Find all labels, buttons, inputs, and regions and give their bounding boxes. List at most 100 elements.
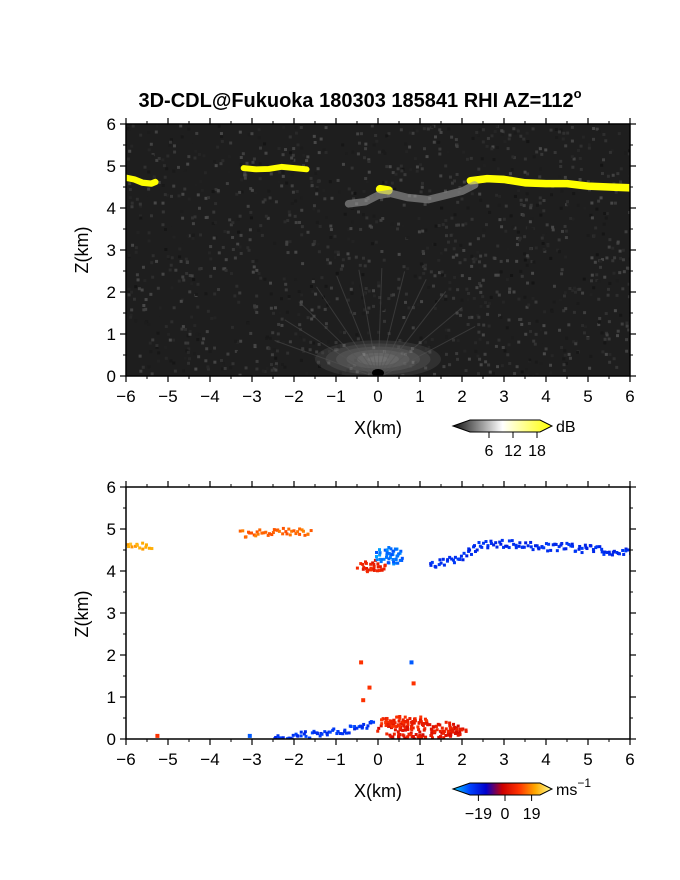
noise-cell	[484, 360, 488, 364]
noise-cell	[199, 233, 203, 237]
noise-cell	[471, 136, 475, 140]
noise-cell	[188, 290, 192, 294]
noise-cell	[364, 147, 368, 151]
velocity-cell	[364, 560, 368, 564]
noise-cell	[317, 151, 321, 155]
noise-cell	[567, 352, 571, 356]
noise-cell	[453, 213, 457, 217]
noise-cell	[181, 133, 185, 137]
velocity-cell	[382, 557, 386, 561]
noise-cell	[411, 360, 415, 364]
noise-cell	[257, 228, 261, 232]
noise-cell	[500, 225, 504, 229]
backscatter-ray	[380, 326, 476, 376]
noise-cell	[604, 139, 608, 143]
x-tick-label: 2	[457, 387, 466, 406]
velocity-feature-patch	[355, 558, 387, 574]
noise-cell	[347, 227, 351, 231]
noise-cell	[604, 312, 608, 316]
backscatter-ray	[336, 275, 378, 376]
noise-cell	[593, 260, 597, 264]
noise-cell	[382, 166, 386, 170]
noise-cell	[302, 164, 306, 168]
noise-cell	[237, 300, 241, 304]
noise-cell	[494, 344, 498, 348]
noise-cell	[131, 243, 135, 247]
velocity-cell	[612, 549, 616, 553]
noise-cell	[566, 131, 570, 135]
noise-cell	[128, 128, 132, 132]
noise-cell	[249, 216, 253, 220]
noise-cell	[300, 146, 304, 150]
noise-cell	[463, 349, 467, 353]
noise-cell	[334, 250, 338, 254]
noise-cell	[318, 224, 322, 228]
noise-cell	[439, 130, 443, 134]
velocity-cell	[372, 564, 376, 568]
noise-cell	[462, 180, 466, 184]
noise-cell	[487, 363, 491, 367]
noise-cell	[608, 238, 612, 242]
y-tick-label: 4	[107, 199, 116, 218]
x-tick-label: −1	[326, 750, 345, 769]
noise-cell	[274, 200, 278, 204]
noise-cell	[156, 313, 160, 317]
velocity-cell	[480, 545, 484, 549]
noise-cell	[313, 239, 317, 243]
velocity-cell	[529, 545, 533, 549]
velocity-cell	[362, 722, 366, 726]
noise-cell	[476, 313, 480, 317]
noise-cell	[236, 351, 240, 355]
noise-cell	[421, 265, 425, 269]
velocity-cell	[533, 544, 537, 548]
noise-cell	[147, 187, 151, 191]
velocity-cell	[557, 545, 561, 549]
noise-cell	[625, 324, 629, 328]
noise-cell	[352, 364, 356, 368]
noise-cell	[336, 250, 340, 254]
noise-cell	[543, 310, 547, 314]
noise-cell	[188, 357, 192, 361]
noise-cell	[205, 347, 209, 351]
noise-cell	[508, 133, 512, 137]
noise-cell	[147, 231, 151, 235]
noise-cell	[317, 209, 321, 213]
noise-cell	[446, 240, 450, 244]
velocity-cell	[589, 544, 593, 548]
noise-cell	[349, 287, 353, 291]
noise-cell	[433, 135, 437, 139]
noise-cell	[385, 134, 389, 138]
noise-cell	[423, 267, 427, 271]
noise-cell	[413, 274, 417, 278]
velocity-cell	[241, 529, 245, 533]
noise-cell	[251, 160, 255, 164]
noise-cell	[191, 236, 195, 240]
noise-cell	[329, 224, 333, 228]
velocity-cell	[449, 726, 453, 730]
noise-cell	[271, 283, 275, 287]
noise-cell	[382, 372, 386, 376]
noise-cell	[564, 361, 568, 365]
noise-cell	[517, 238, 521, 242]
noise-cell	[217, 251, 221, 255]
noise-cell	[217, 288, 221, 292]
noise-cell	[448, 363, 452, 367]
noise-cell	[471, 257, 475, 261]
noise-cell	[365, 180, 369, 184]
noise-cell	[346, 298, 350, 302]
noise-cell	[365, 216, 369, 220]
velocity-cell	[318, 734, 322, 738]
velocity-cell	[421, 721, 425, 725]
velocity-cell	[367, 685, 372, 690]
velocity-cell	[410, 728, 414, 732]
noise-cell	[343, 212, 347, 216]
noise-cell	[236, 218, 240, 222]
noise-cell	[605, 333, 609, 337]
noise-cell	[261, 200, 265, 204]
noise-cell	[214, 187, 218, 191]
noise-cell	[464, 222, 468, 226]
noise-cell	[426, 127, 430, 131]
noise-cell	[509, 214, 513, 218]
noise-cell	[616, 329, 620, 333]
noise-cell	[595, 127, 599, 131]
